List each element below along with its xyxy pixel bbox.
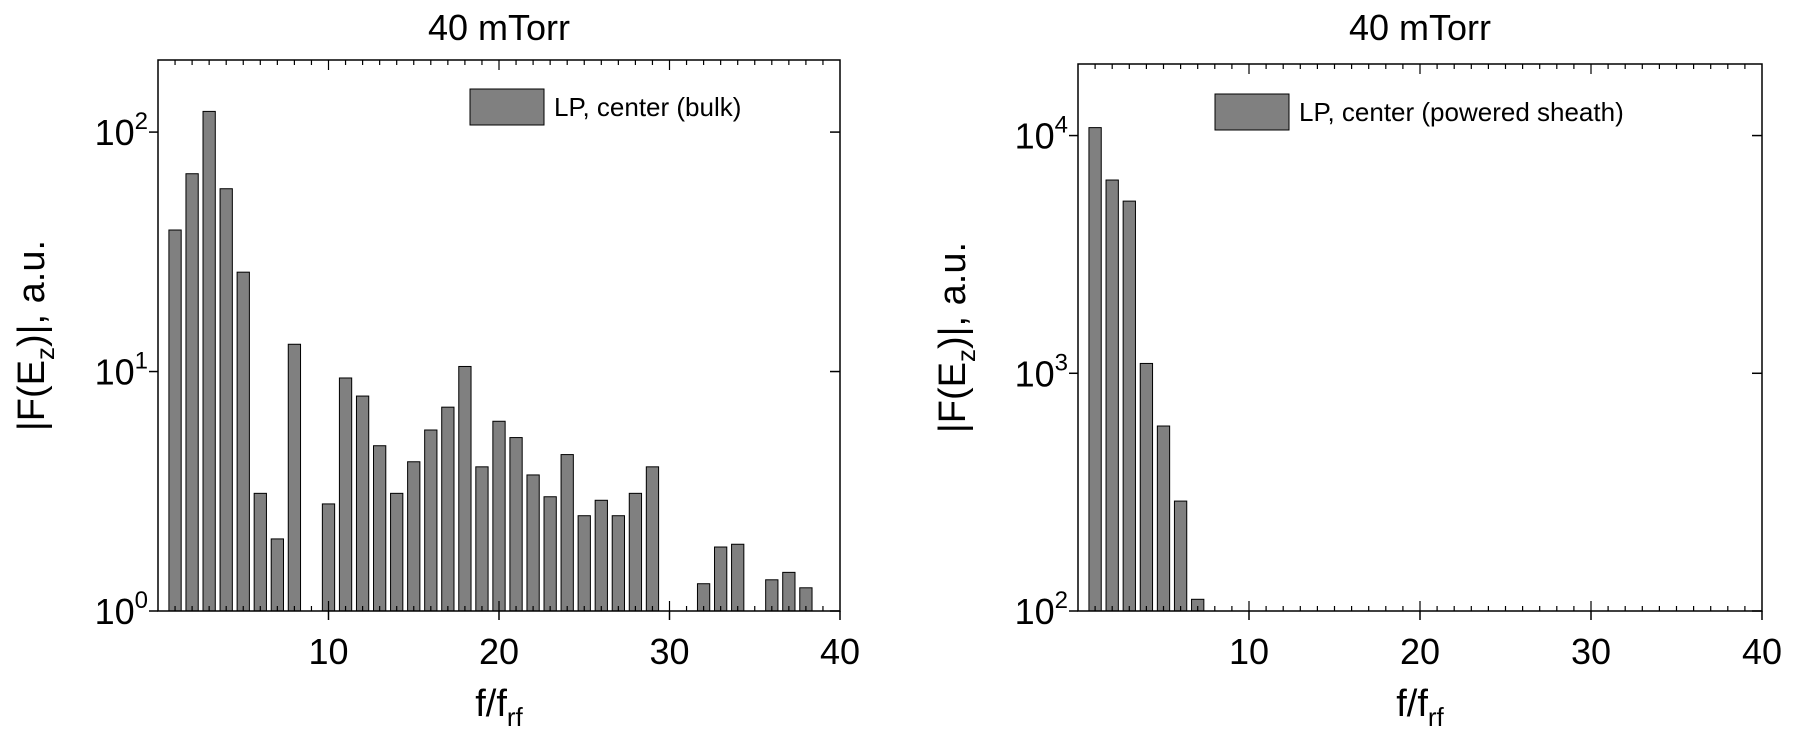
bar <box>270 538 284 612</box>
y-tick-exponent: 1 <box>135 348 148 375</box>
x-tick-label: 30 <box>1571 631 1611 672</box>
bar <box>560 454 574 612</box>
bar <box>611 515 625 612</box>
legend-label: LP, center (bulk) <box>554 92 741 122</box>
y-tick-label: 100 <box>95 587 148 632</box>
x-tick-label: 10 <box>1229 631 1269 672</box>
x-tick-label: 40 <box>820 631 860 672</box>
y-tick-label: 103 <box>1015 349 1068 394</box>
bar <box>185 173 199 612</box>
legend-swatch <box>1214 93 1290 131</box>
bar <box>731 543 745 612</box>
y-axis-label: |F(Ez)|, a.u. <box>932 242 981 433</box>
bar <box>202 110 216 612</box>
x-axis-label-sub: rf <box>1428 702 1445 732</box>
bar <box>355 395 370 612</box>
bar <box>782 571 796 612</box>
y-tick-label: 102 <box>95 108 148 153</box>
bar <box>219 188 233 612</box>
y-tick-exponent: 4 <box>1055 112 1068 139</box>
bar <box>714 546 728 612</box>
bar <box>458 365 472 612</box>
bar <box>645 466 660 612</box>
bar <box>236 271 250 612</box>
legend-label: LP, center (powered sheath) <box>1299 97 1624 127</box>
x-tick-label: 30 <box>649 631 689 672</box>
chart-panel-left: 40 mTorr 10 20 30 40 100 101 102 f/frf |F(Ez)|, a… <box>11 7 860 732</box>
x-axis-label-main: f/f <box>475 683 507 725</box>
bar <box>321 503 336 612</box>
bar <box>338 377 353 612</box>
bar <box>1122 200 1136 612</box>
x-axis-label-main: f/f <box>1396 683 1428 725</box>
x-tick-label: 20 <box>479 631 519 672</box>
y-tick-label: 102 <box>1015 587 1068 632</box>
y-tick-base: 10 <box>95 591 135 632</box>
y-tick-exponent: 0 <box>135 587 148 614</box>
y-tick-exponent: 3 <box>1055 349 1068 376</box>
bar <box>1173 500 1188 612</box>
bar <box>1105 179 1119 612</box>
bar <box>594 499 608 612</box>
chart-panel-right: 40 mTorr 10 20 30 40 102 103 104 f/frf |F(Ez)|, a… <box>897 0 1794 738</box>
bar <box>424 429 438 612</box>
bar <box>543 496 557 612</box>
y-axis-label-prefix: |F(E <box>932 362 974 433</box>
y-tick-base: 10 <box>1015 353 1055 394</box>
y-tick-exponent: 2 <box>135 108 148 135</box>
bar <box>475 466 489 612</box>
legend-swatch <box>469 88 545 126</box>
x-axis-label: f/frf <box>475 683 523 732</box>
bar <box>253 492 267 612</box>
bar <box>1088 127 1102 612</box>
bar <box>526 474 540 612</box>
y-tick-base: 10 <box>95 352 135 393</box>
bar <box>628 492 643 612</box>
chart-title: 40 mTorr <box>1349 7 1491 48</box>
x-tick-label: 10 <box>308 631 348 672</box>
y-axis-label-suffix: )|, a.u. <box>932 242 974 349</box>
y-tick-base: 10 <box>95 112 135 153</box>
y-axis-label: |F(Ez)|, a.u. <box>11 240 60 431</box>
y-axis-label-prefix: |F(E <box>11 360 53 431</box>
bar <box>390 492 404 612</box>
y-tick-label: 104 <box>1015 112 1068 157</box>
bar <box>373 445 387 612</box>
y-tick-base: 10 <box>1015 591 1055 632</box>
chart-title: 40 mTorr <box>428 7 570 48</box>
bar <box>287 343 302 612</box>
x-axis-label: f/frf <box>1396 683 1444 732</box>
bar <box>1156 425 1171 612</box>
bar <box>1139 362 1154 612</box>
y-axis-label-sub: z <box>30 347 60 360</box>
y-tick-base: 10 <box>1015 116 1055 157</box>
bar <box>407 461 421 612</box>
bar <box>509 437 523 612</box>
y-axis-label-suffix: )|, a.u. <box>11 240 53 347</box>
x-tick-label: 40 <box>1742 631 1782 672</box>
bar <box>168 229 182 612</box>
y-tick-exponent: 2 <box>1055 587 1068 614</box>
y-tick-label: 101 <box>95 348 148 393</box>
bar <box>492 420 506 612</box>
bar <box>441 406 455 612</box>
bar <box>577 515 591 612</box>
x-axis-label-sub: rf <box>507 702 524 732</box>
y-axis-label-sub: z <box>951 349 981 362</box>
x-tick-label: 20 <box>1400 631 1440 672</box>
